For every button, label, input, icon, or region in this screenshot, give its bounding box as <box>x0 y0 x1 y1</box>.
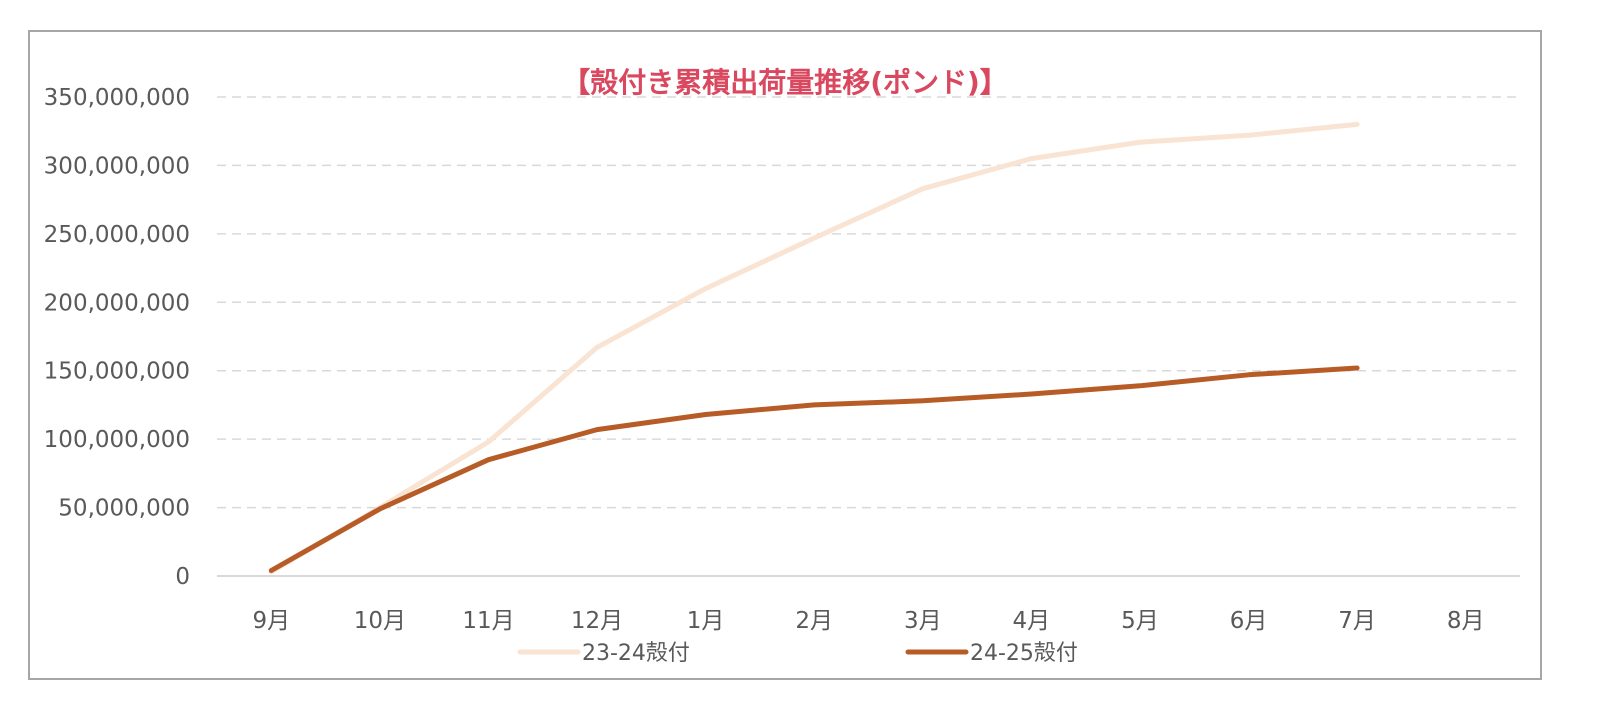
y-tick-label: 300,000,000 <box>44 153 190 179</box>
x-tick-label: 7月 <box>1338 608 1376 634</box>
x-tick-label: 3月 <box>904 608 942 634</box>
x-tick-label: 1月 <box>687 608 725 634</box>
series-line-1 <box>268 121 1360 575</box>
x-tick-label: 5月 <box>1121 608 1159 634</box>
y-tick-label: 350,000,000 <box>44 85 190 111</box>
x-tick-label: 2月 <box>795 608 833 634</box>
y-tick-label: 100,000,000 <box>44 427 190 453</box>
legend-label-1: 23-24殻付 <box>582 641 690 666</box>
x-tick-label: 9月 <box>252 608 290 634</box>
y-tick-label: 250,000,000 <box>44 222 190 248</box>
x-tick-label: 11月 <box>462 608 514 634</box>
chart-title: 【殻付き累積出荷量推移(ポンド)】 <box>562 66 1008 99</box>
legend-label-2: 24-25殻付 <box>970 641 1078 666</box>
x-tick-label: 10月 <box>354 608 406 634</box>
legend: 23-24殻付 24-25殻付 <box>517 641 1078 666</box>
y-tick-label: 0 <box>175 564 190 590</box>
grid-layer <box>217 96 1520 509</box>
x-tick-label: 6月 <box>1230 608 1268 634</box>
x-axis-tick-labels: 9月 10月 11月 12月 1月 2月 3月 4月 5月 6月 7月 8月 <box>252 608 1484 634</box>
x-tick-label: 8月 <box>1447 608 1485 634</box>
x-tick-label: 4月 <box>1013 608 1051 634</box>
y-tick-label: 150,000,000 <box>44 359 190 385</box>
series-line-2 <box>268 365 1360 573</box>
chart-frame: 0 50,000,000 100,000,000 150,000,000 200,000… <box>28 30 1542 680</box>
line-chart: 0 50,000,000 100,000,000 150,000,000 200,000… <box>44 66 1520 666</box>
y-axis-tick-labels: 0 50,000,000 100,000,000 150,000,000 200,000… <box>44 85 190 590</box>
y-tick-label: 200,000,000 <box>44 290 190 316</box>
y-tick-label: 50,000,000 <box>58 496 190 522</box>
series-layer <box>268 121 1360 575</box>
x-tick-label: 12月 <box>571 608 623 634</box>
